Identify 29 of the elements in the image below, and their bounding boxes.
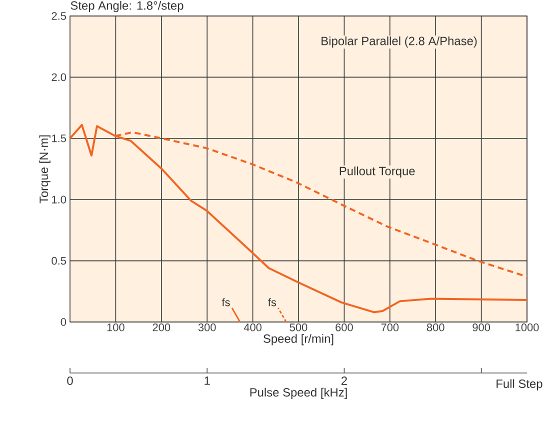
x-tick-label: 700	[381, 324, 399, 332]
x-tick-label: 600	[336, 324, 353, 332]
y-tick-label: 0.5	[52, 256, 66, 265]
x-tick-label: 100	[107, 324, 124, 332]
x-tick-label: 400	[244, 324, 262, 332]
x-tick-label: 1000	[516, 324, 539, 332]
x-tick-label: 800	[426, 324, 444, 332]
y-tick-label: 1.0	[52, 196, 66, 204]
x2-axis-title: Pulse Speed [kHz]	[250, 388, 347, 399]
x-tick-label: 900	[472, 324, 490, 332]
y-tick-label: 0	[60, 318, 66, 326]
x-tick-label: 300	[198, 324, 216, 332]
annotation: fs	[268, 298, 276, 306]
y-axis-title: Torque [N·m]	[39, 135, 50, 204]
x2-tick-label: 0	[67, 376, 73, 385]
annotation: fs	[222, 298, 230, 306]
chart-title: Step Angle: 1.8°/step	[70, 0, 184, 12]
y-tick-label: 1.5	[52, 134, 66, 142]
series-label: Pullout Torque	[340, 166, 415, 178]
y-tick-label: 2.0	[52, 73, 66, 82]
text: Full Step	[496, 379, 542, 390]
x-tick-label: 200	[152, 324, 170, 332]
x2-tick-label: 1	[204, 376, 210, 385]
x2-tick-label: 2	[341, 376, 347, 385]
x-tick-label: 500	[290, 324, 308, 332]
y-tick-label: 2.5	[52, 12, 66, 20]
line-series	[69, 124, 528, 314]
x-axis-title: Speed [r/min]	[264, 334, 334, 346]
annotation: Bipolar Parallel (2.8 A/Phase)	[322, 36, 477, 48]
